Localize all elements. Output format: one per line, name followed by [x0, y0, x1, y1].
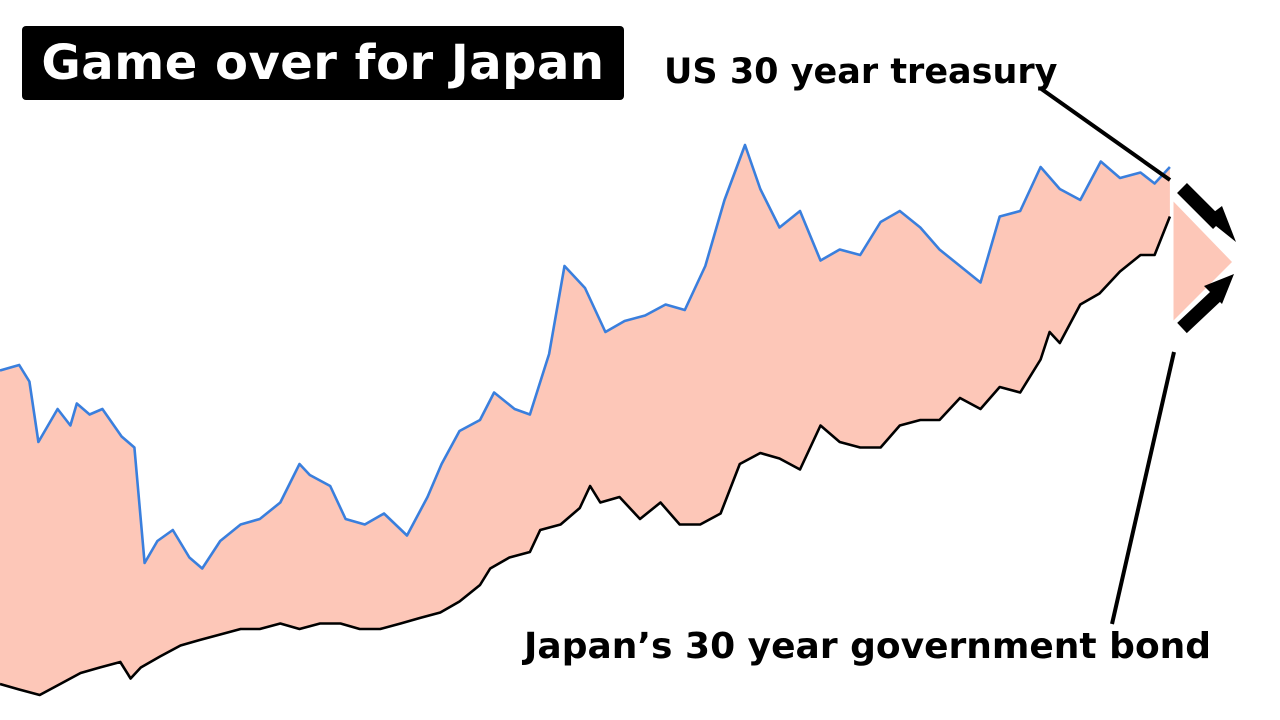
page-title: Game over for Japan: [41, 35, 605, 91]
us-treasury-series-line: [0, 143, 1171, 570]
converging-arrow-bottom-icon: [1177, 274, 1234, 334]
converging-arrow-top-icon: [1177, 183, 1236, 242]
japan-bond-series-line: [0, 216, 1172, 697]
japan-bond-annotation: Japan’s 30 year government bond: [524, 626, 1212, 667]
japan-label-pointer: [1110, 351, 1176, 625]
us-treasury-annotation: US 30 year treasury: [664, 52, 1058, 92]
spread-wedge-arrowhead: [1172, 200, 1232, 322]
title-banner: Game over for Japan: [22, 26, 624, 100]
us-label-pointer: [1038, 86, 1172, 182]
spread-area: [0, 145, 1170, 695]
